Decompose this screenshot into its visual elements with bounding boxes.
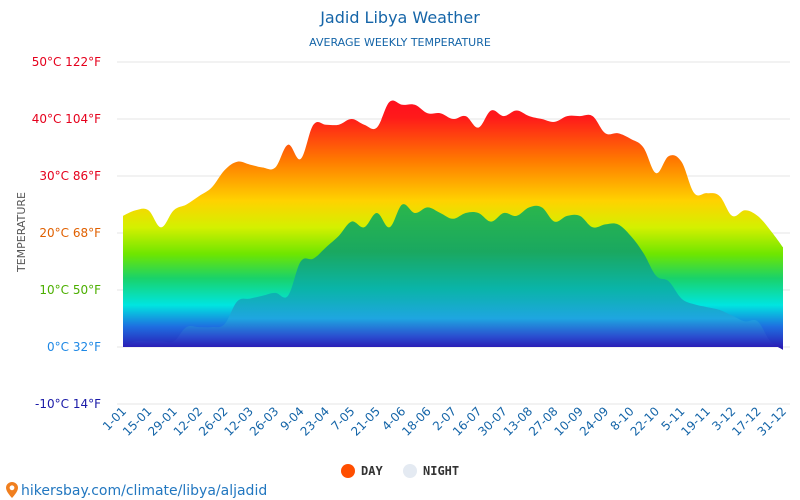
y-tick-label: 30°C 86°F — [39, 169, 101, 183]
map-pin-icon — [6, 482, 18, 498]
y-axis-ticks: 50°C 122°F 40°C 104°F 30°C 86°F 20°C 68°F 10… — [32, 55, 101, 411]
x-tick-label: 21-05 — [348, 404, 383, 439]
legend-item-day[interactable]: DAY — [341, 464, 383, 478]
x-tick-label: 26-03 — [247, 404, 282, 439]
x-tick-label: 18-06 — [399, 404, 434, 439]
x-tick-label: 31-12 — [755, 404, 790, 439]
legend-day-label: DAY — [361, 464, 383, 478]
y-tick-label: 40°C 104°F — [32, 112, 101, 126]
legend-night-swatch — [403, 464, 417, 478]
x-tick-label: 22-10 — [628, 404, 663, 439]
area-series-night — [123, 204, 783, 350]
chart-subtitle: AVERAGE WEEKLY TEMPERATURE — [309, 36, 491, 49]
chart-title: Jadid Libya Weather — [319, 8, 480, 27]
x-tick-label: 19-11 — [678, 404, 713, 439]
legend-day-swatch — [341, 464, 355, 478]
source-link[interactable]: hikersbay.com/climate/libya/aljadid — [6, 482, 267, 499]
source-url: hikersbay.com/climate/libya/aljadid — [21, 483, 267, 499]
y-tick-label: 10°C 50°F — [39, 283, 101, 297]
legend-night-label: NIGHT — [423, 464, 459, 478]
y-tick-label: 0°C 32°F — [47, 340, 101, 354]
y-tick-label: -10°C 14°F — [35, 397, 101, 411]
y-axis-label: TEMPERATURE — [15, 192, 28, 273]
legend: DAY NIGHT — [341, 464, 459, 478]
y-tick-label: 20°C 68°F — [39, 226, 101, 240]
y-tick-label: 50°C 122°F — [32, 55, 101, 69]
legend-item-night[interactable]: NIGHT — [403, 464, 459, 478]
x-tick-label: 24-09 — [577, 404, 612, 439]
x-tick-label: 23-04 — [298, 404, 333, 439]
x-axis-ticks: 1-0115-0129-0112-0226-0212-0326-039-0423… — [100, 404, 789, 439]
plot-area — [123, 100, 783, 350]
